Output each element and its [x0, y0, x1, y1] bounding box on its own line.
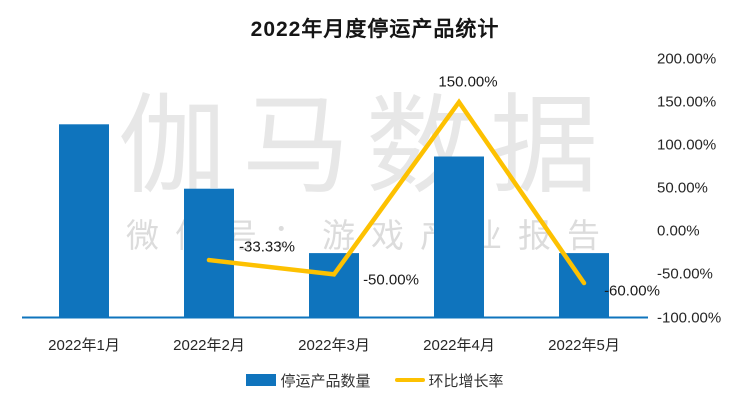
x-axis-label-2: 2022年2月 — [173, 337, 245, 354]
bar-month-1 — [59, 124, 109, 318]
growth-point-label-3: -50.00% — [363, 271, 419, 289]
right-axis-tick-1: 200.00% — [657, 50, 717, 68]
legend-bar-label: 停运产品数量 — [280, 372, 371, 390]
bar-month-3 — [309, 253, 359, 318]
right-axis-tick-4: 50.00% — [657, 179, 708, 197]
line-series-swatch-icon — [394, 378, 425, 382]
bar-month-5 — [559, 253, 609, 318]
growth-point-label-5: -60.00% — [604, 282, 660, 300]
chart-title: 2022年月度停运产品统计 — [250, 18, 500, 41]
growth-point-label-2: -33.33% — [239, 238, 295, 256]
x-axis-label-5: 2022年5月 — [548, 337, 620, 354]
right-axis-tick-7: -100.00% — [657, 309, 722, 326]
growth-rate-line — [206, 98, 587, 286]
right-axis-tick-3: 100.00% — [657, 136, 717, 154]
x-axis-label-3: 2022年3月 — [298, 337, 370, 354]
x-axis-label-1: 2022年1月 — [48, 337, 120, 354]
right-axis-tick-2: 150.00% — [657, 93, 717, 111]
growth-point-label-4: 150.00% — [438, 73, 498, 91]
x-axis-label-4: 2022年4月 — [423, 337, 495, 354]
legend-line-label: 环比增长率 — [428, 372, 504, 390]
legend-item-bar-series: 停运产品数量 — [246, 370, 371, 391]
legend: 停运产品数量 环比增长率 — [0, 370, 750, 390]
legend-item-line-series: 环比增长率 — [394, 370, 504, 391]
right-axis-tick-5: 0.00% — [657, 222, 700, 240]
bar-series-swatch-icon — [246, 374, 277, 386]
right-axis-tick-6: -50.00% — [657, 265, 713, 283]
bar-month-2 — [184, 188, 234, 318]
bar-month-4 — [434, 156, 484, 318]
